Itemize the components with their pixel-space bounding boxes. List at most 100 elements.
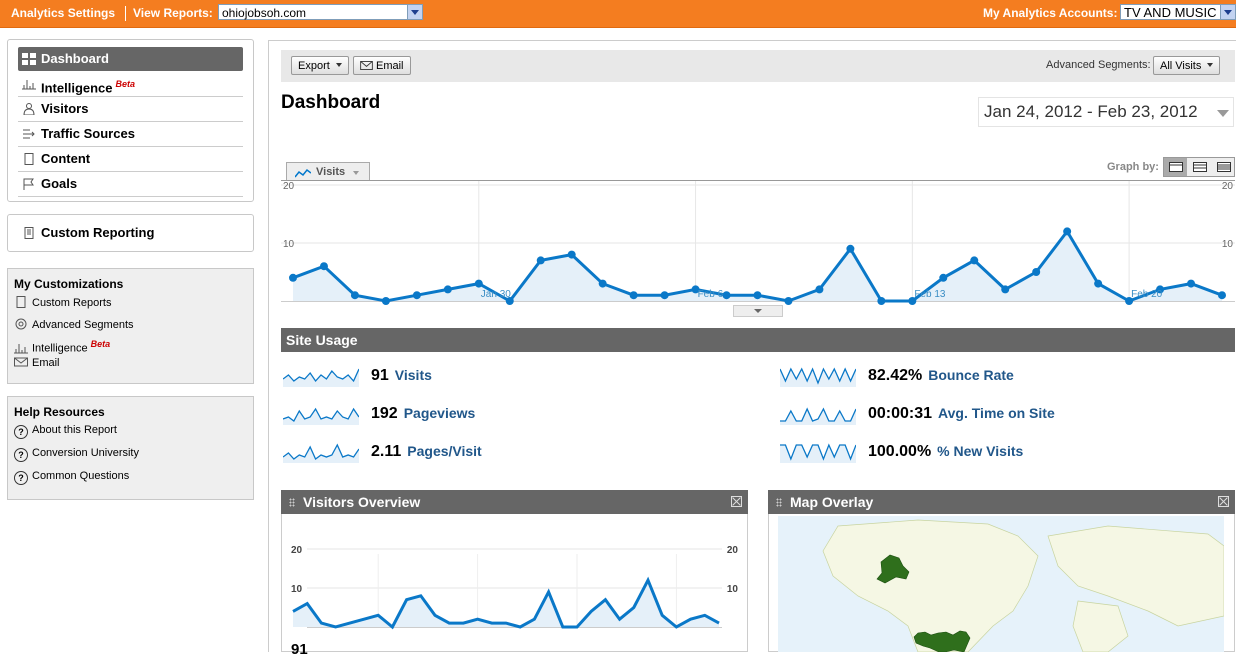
y-tick-label-right: 10	[1222, 239, 1234, 250]
visits-line-chart: 20 20 10 10 Jan 30 Feb 6 Feb 13 Feb 20	[281, 180, 1235, 305]
data-point	[536, 256, 545, 265]
dashboard-icon	[22, 53, 36, 65]
data-point	[908, 297, 917, 305]
sparkline-area	[283, 369, 359, 387]
nav-item-traffic-sources[interactable]: Traffic Sources	[18, 122, 243, 147]
visitors-overview-count: 91	[291, 641, 308, 658]
close-icon[interactable]	[1218, 496, 1229, 507]
sparkline-area	[283, 409, 359, 425]
metric-value-group: 00:00:31 Avg. Time on Site	[868, 405, 1055, 423]
custom-reporting-box: Custom Reporting	[7, 214, 254, 252]
y-tick-label-right: 20	[1222, 181, 1234, 192]
sparkline-line	[780, 443, 856, 461]
custom-reports-link[interactable]: Custom Reports	[14, 296, 111, 310]
metric-value: 2.11	[371, 443, 402, 460]
customizations-title: My Customizations	[14, 277, 124, 291]
x-tick-label: Feb 20	[1131, 289, 1163, 300]
export-button[interactable]: Export	[291, 56, 349, 75]
email-button[interactable]: Email	[353, 56, 411, 75]
segments-dropdown[interactable]: All Visits	[1153, 56, 1221, 75]
month-icon	[1217, 162, 1231, 172]
metric-label-link[interactable]: Bounce Rate	[928, 367, 1014, 383]
metric-bounce-rate[interactable]: 82.42% Bounce Rate	[780, 365, 1220, 387]
chevron-down-icon[interactable]	[407, 5, 422, 19]
metric-label-link[interactable]: Avg. Time on Site	[938, 405, 1055, 421]
metric-pageviews[interactable]: 192 Pageviews	[283, 403, 723, 425]
mini-y-tick-left: 10	[291, 584, 303, 595]
link-label: Advanced Segments	[32, 319, 134, 331]
series-area	[293, 231, 1222, 301]
link-label: Email	[32, 357, 60, 369]
email-link[interactable]: Email	[14, 356, 60, 370]
map-land-americas	[822, 519, 1039, 652]
link-label: Intelligence	[32, 342, 88, 355]
view-reports-select[interactable]: ohiojobsoh.com	[218, 4, 423, 20]
close-icon[interactable]	[731, 496, 742, 507]
page-title: Dashboard	[281, 92, 381, 113]
world-map[interactable]	[778, 516, 1224, 652]
chevron-down-icon	[754, 309, 762, 313]
metric-tab-visits[interactable]: Visits	[286, 162, 370, 181]
nav-item-dashboard[interactable]: Dashboard	[18, 47, 243, 71]
export-label: Export	[298, 60, 330, 72]
map-land-eurasia	[1047, 525, 1224, 627]
nav-label: Traffic Sources	[41, 126, 135, 141]
chart-labels: 20 20 10 10 Jan 30 Feb 6 Feb 13 Feb 20	[283, 181, 1233, 300]
chart-grid	[281, 180, 1235, 302]
sparkline	[780, 407, 856, 425]
email-icon	[360, 61, 373, 70]
nav-item-content[interactable]: Content	[18, 147, 243, 172]
chart-expand-handle[interactable]	[733, 305, 783, 317]
metric-pages-visit[interactable]: 2.11 Pages/Visit	[283, 441, 723, 463]
chevron-down-icon[interactable]	[1220, 5, 1235, 19]
analytics-settings-link[interactable]: Analytics Settings	[11, 6, 116, 20]
data-point	[660, 291, 669, 300]
report-icon	[16, 296, 26, 308]
nav-item-goals[interactable]: Goals	[18, 172, 243, 197]
data-point	[443, 285, 452, 294]
site-usage-title: Site Usage	[286, 332, 358, 348]
data-point	[753, 291, 762, 300]
segments-label: Advanced Segments:	[1046, 59, 1151, 71]
segments-icon	[15, 318, 27, 330]
mini-y-tick-right: 10	[727, 584, 739, 595]
custom-reporting-link[interactable]: Custom Reporting	[18, 221, 243, 245]
chevron-down-icon[interactable]	[1217, 110, 1229, 117]
goals-flag-icon	[23, 178, 34, 190]
view-reports-label: View Reports:	[133, 6, 213, 20]
map-overlay-title: Map Overlay	[790, 494, 874, 510]
nav-item-intelligence[interactable]: Intelligence Beta	[18, 72, 243, 97]
advanced-segments-link[interactable]: Advanced Segments	[14, 318, 134, 332]
graph-by-month-button[interactable]	[1212, 158, 1235, 176]
intelligence-link[interactable]: Intelligence Beta	[14, 337, 110, 356]
metric-label-link[interactable]: Pageviews	[403, 405, 476, 421]
nav-item-visitors[interactable]: Visitors	[18, 97, 243, 122]
link-label: Custom Reports	[32, 297, 112, 309]
site-usage-header: Site Usage	[281, 328, 1235, 352]
map-land-africa	[1072, 600, 1129, 652]
email-label: Email	[376, 60, 404, 72]
graph-by-day-button[interactable]	[1164, 158, 1187, 176]
metric-label-link[interactable]: Visits	[394, 367, 432, 383]
metric--new-visits[interactable]: 100.00% % New Visits	[780, 441, 1220, 463]
metric-label-link[interactable]: % New Visits	[937, 443, 1024, 459]
about-report-link[interactable]: ? About this Report	[14, 423, 117, 439]
drag-handle-icon[interactable]	[776, 498, 782, 507]
chart-series	[289, 227, 1226, 305]
metric-avg-time-on-site[interactable]: 00:00:31 Avg. Time on Site	[780, 403, 1220, 425]
top-bar: Analytics Settings View Reports: ohiojob…	[0, 0, 1236, 28]
map-overlay-header[interactable]: Map Overlay	[768, 490, 1235, 514]
conversion-university-link[interactable]: ? Conversion University	[14, 446, 139, 462]
drag-handle-icon[interactable]	[289, 498, 295, 507]
graph-by-week-button[interactable]	[1188, 158, 1211, 176]
visitors-overview-header[interactable]: Visitors Overview	[281, 490, 748, 514]
sparkline-line	[283, 407, 359, 422]
common-questions-link[interactable]: ? Common Questions	[14, 469, 129, 485]
metric-label-link[interactable]: Pages/Visit	[407, 443, 482, 459]
date-range-text: Jan 24, 2012 - Feb 23, 2012	[984, 102, 1198, 121]
date-range-picker[interactable]: Jan 24, 2012 - Feb 23, 2012	[978, 97, 1234, 127]
sparkline-area	[780, 445, 856, 463]
data-point	[784, 297, 793, 305]
metric-visits[interactable]: 91 Visits	[283, 365, 723, 387]
accounts-select[interactable]: TV AND MUSIC	[1120, 4, 1236, 20]
